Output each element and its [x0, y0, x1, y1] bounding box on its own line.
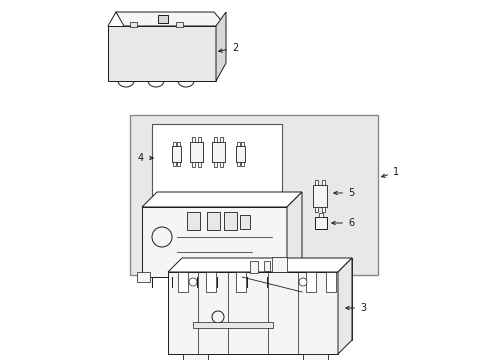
Bar	[173, 162, 176, 166]
Bar	[193, 322, 272, 328]
Bar	[241, 142, 244, 146]
Bar	[178, 272, 187, 292]
Text: 6: 6	[331, 218, 353, 228]
Text: 4: 4	[138, 153, 153, 163]
Circle shape	[212, 311, 224, 323]
Bar	[205, 272, 216, 292]
Bar	[173, 142, 176, 146]
Polygon shape	[331, 258, 351, 340]
Polygon shape	[271, 257, 286, 272]
Bar	[192, 137, 195, 142]
Text: 3: 3	[345, 303, 366, 313]
Bar	[198, 162, 201, 167]
Polygon shape	[168, 258, 351, 272]
Bar	[192, 162, 195, 167]
Polygon shape	[337, 258, 351, 354]
Bar	[206, 212, 220, 230]
Bar	[305, 272, 315, 292]
Polygon shape	[137, 272, 150, 282]
Bar	[198, 137, 201, 142]
Circle shape	[298, 278, 306, 286]
Bar	[190, 142, 203, 162]
Polygon shape	[183, 354, 207, 360]
Bar	[240, 215, 249, 229]
Bar	[321, 207, 325, 212]
Bar	[130, 115, 377, 275]
Polygon shape	[303, 354, 327, 360]
Polygon shape	[116, 12, 225, 26]
Bar	[314, 207, 317, 212]
Bar	[224, 212, 237, 230]
Bar	[130, 22, 137, 27]
Bar	[312, 185, 326, 207]
Bar	[318, 213, 323, 217]
Bar	[236, 146, 244, 162]
Bar	[158, 15, 168, 23]
Bar	[314, 180, 317, 185]
Circle shape	[152, 227, 172, 247]
Polygon shape	[108, 26, 216, 81]
Bar	[152, 124, 282, 199]
Bar	[212, 142, 224, 162]
Bar	[177, 162, 180, 166]
Bar	[172, 146, 181, 162]
Text: 2: 2	[218, 43, 238, 53]
Text: 1: 1	[381, 167, 398, 177]
Bar	[214, 162, 217, 167]
Bar	[214, 137, 217, 142]
Bar	[176, 22, 183, 27]
Bar	[314, 217, 326, 229]
Polygon shape	[142, 207, 286, 277]
Bar	[321, 180, 325, 185]
Bar	[177, 142, 180, 146]
Polygon shape	[286, 192, 302, 277]
Polygon shape	[216, 12, 225, 81]
Text: 5: 5	[333, 188, 353, 198]
Polygon shape	[168, 272, 337, 354]
Bar	[237, 162, 240, 166]
Bar	[241, 162, 244, 166]
Bar	[220, 162, 223, 167]
Circle shape	[189, 278, 197, 286]
Bar	[264, 261, 269, 271]
Bar	[237, 142, 240, 146]
Bar	[249, 261, 258, 273]
Bar	[325, 272, 335, 292]
Polygon shape	[182, 258, 351, 340]
Polygon shape	[142, 192, 302, 207]
Bar	[186, 212, 200, 230]
Bar	[220, 137, 223, 142]
Bar	[236, 272, 245, 292]
